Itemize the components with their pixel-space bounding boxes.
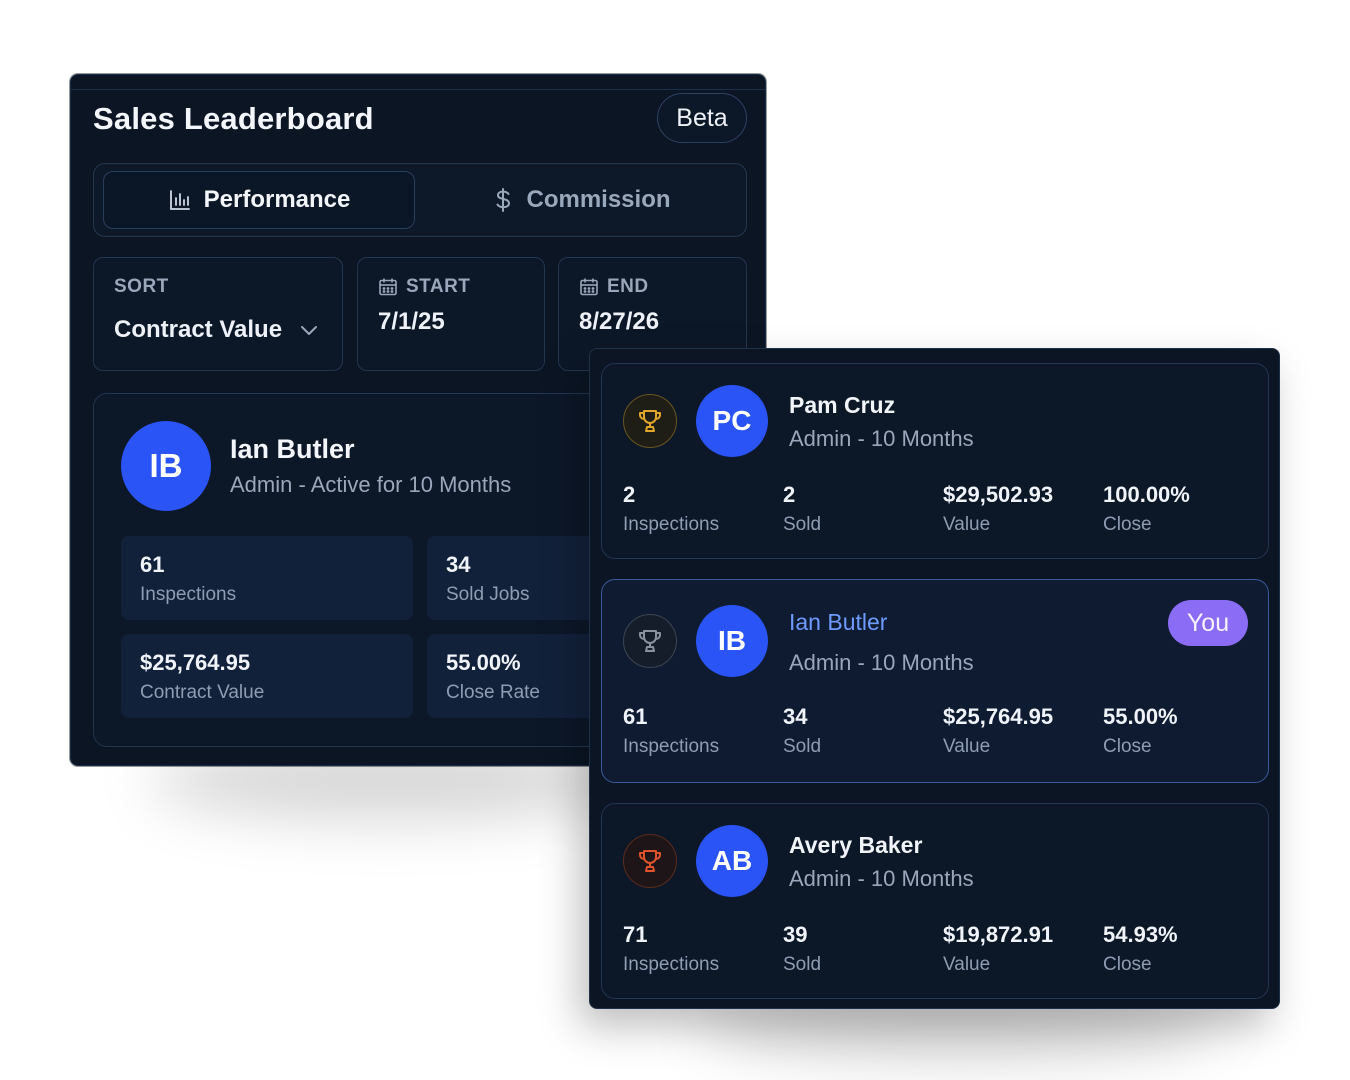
sort-value: Contract Value — [114, 316, 318, 344]
stat-label: Value — [943, 954, 991, 975]
avatar: IB — [121, 421, 211, 511]
avatar: AB — [696, 825, 768, 897]
stat-label: Contract Value — [140, 682, 265, 703]
start-date-field[interactable]: START 7/1/25 — [357, 257, 545, 371]
stat-value: 2 — [623, 482, 636, 507]
leaderboard-row[interactable]: PC Pam Cruz Admin - 10 Months 2 Inspecti… — [601, 363, 1269, 559]
stat-label: Close — [1103, 736, 1152, 757]
stat-label: Inspections — [623, 514, 720, 535]
stat-label: Value — [943, 736, 991, 757]
stat-label: Close — [1103, 954, 1152, 975]
end-value: 8/27/26 — [579, 308, 660, 335]
stat-label: Value — [943, 514, 991, 535]
stat-label: Close — [1103, 514, 1152, 535]
tab-performance-label: Performance — [203, 186, 351, 213]
stat-value: 61 — [623, 704, 648, 729]
bronze-trophy-icon — [623, 834, 677, 888]
end-label-text: END — [607, 276, 649, 297]
rep-subtitle: Admin - 10 Months — [789, 426, 974, 451]
stat-value: $25,764.95 — [140, 650, 251, 675]
rep-name: Ian Butler — [789, 609, 888, 635]
stat-contract-value: $25,764.95 Contract Value — [121, 634, 413, 718]
leaderboard-row-current-user[interactable]: IB Ian Butler Admin - 10 Months You 61 I… — [601, 579, 1269, 783]
stat-value: 100.00% — [1103, 482, 1190, 507]
avatar: IB — [696, 605, 768, 677]
sort-label: SORT — [114, 276, 169, 297]
tab-commission-label: Commission — [526, 186, 671, 213]
page-title: Sales Leaderboard — [93, 101, 374, 136]
stat-value: 34 — [783, 704, 808, 729]
you-badge: You — [1168, 600, 1248, 646]
calendar-icon — [580, 278, 598, 296]
start-value: 7/1/25 — [378, 308, 445, 335]
stat-label: Inspections — [623, 954, 720, 975]
tab-commission[interactable]: Commission — [424, 171, 739, 229]
rep-name: Avery Baker — [789, 832, 923, 858]
stat-value: 55.00% — [446, 650, 521, 675]
gold-trophy-icon — [623, 394, 677, 448]
my-subtitle: Admin - Active for 10 Months — [230, 472, 512, 497]
avatar: PC — [696, 385, 768, 457]
stat-value: 39 — [783, 922, 808, 947]
stat-label: Sold Jobs — [446, 584, 530, 605]
my-name: Ian Butler — [230, 434, 355, 464]
stat-value: 55.00% — [1103, 704, 1178, 729]
stat-value: 71 — [623, 922, 648, 947]
stat-value: 54.93% — [1103, 922, 1178, 947]
stat-label: Sold — [783, 514, 822, 535]
calendar-icon — [379, 278, 397, 296]
stat-value: $29,502.93 — [943, 482, 1054, 507]
dollar-icon — [496, 188, 511, 212]
stat-value: 2 — [783, 482, 796, 507]
stat-value: $25,764.95 — [943, 704, 1054, 729]
silver-trophy-icon — [623, 614, 677, 668]
stat-label: Sold — [783, 954, 822, 975]
rep-subtitle: Admin - 10 Months — [789, 866, 974, 891]
stat-label: Inspections — [140, 584, 237, 605]
stat-value: 34 — [446, 552, 471, 577]
rep-subtitle: Admin - 10 Months — [789, 650, 974, 675]
stat-label: Sold — [783, 736, 822, 757]
leaderboard-row[interactable]: AB Avery Baker Admin - 10 Months 71 Insp… — [601, 803, 1269, 999]
rep-name: Pam Cruz — [789, 392, 896, 418]
stat-inspections: 61 Inspections — [121, 536, 413, 620]
stat-label: Close Rate — [446, 682, 540, 703]
bar-chart-icon — [169, 190, 190, 210]
leaderboard-list: PC Pam Cruz Admin - 10 Months 2 Inspecti… — [589, 348, 1280, 1009]
view-tabs: Performance Commission — [93, 163, 747, 237]
stat-label: Inspections — [623, 736, 720, 757]
chevron-down-icon — [301, 326, 318, 335]
end-label: END — [579, 276, 649, 298]
stat-value: 61 — [140, 552, 165, 577]
sort-value-text: Contract Value — [114, 316, 283, 343]
stat-value: $19,872.91 — [943, 922, 1054, 947]
beta-badge: Beta — [657, 93, 747, 143]
sort-select[interactable]: SORT Contract Value — [93, 257, 343, 371]
start-label: START — [378, 276, 470, 298]
tab-performance[interactable]: Performance — [103, 171, 415, 229]
start-label-text: START — [406, 276, 471, 297]
